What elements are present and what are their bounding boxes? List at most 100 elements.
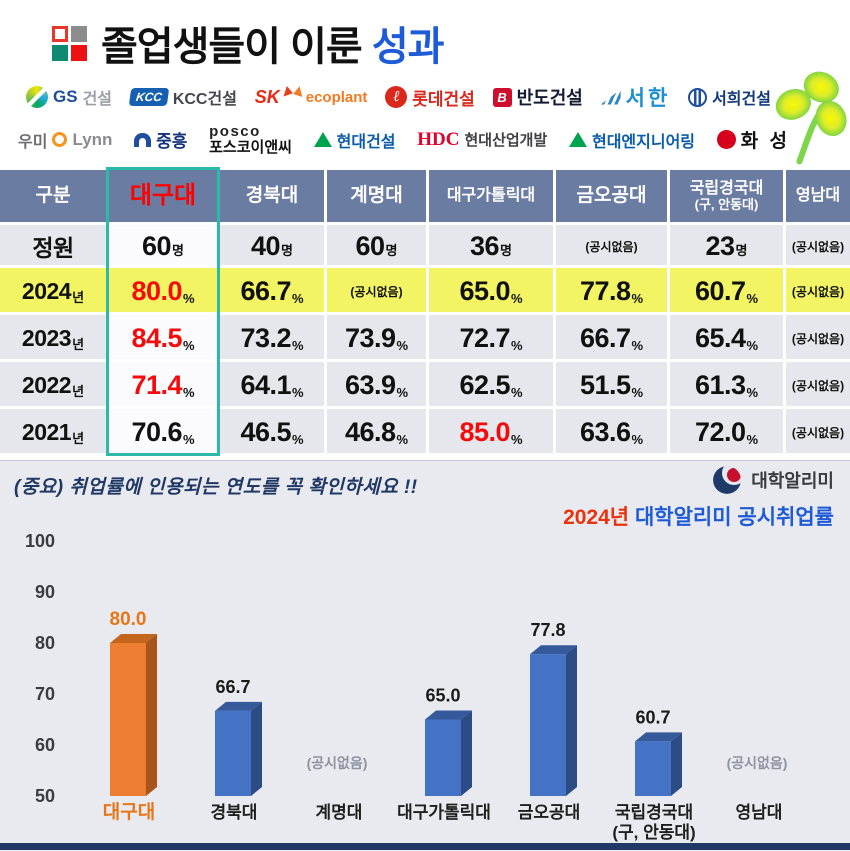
hyundai-triangle-icon [568,132,587,148]
column-header: 영남대 [786,170,850,222]
source-brand: 대학알리미 [711,464,834,496]
bar-side-face [566,645,577,796]
table-cell: 63.9% [327,362,426,406]
table-cell: 77.8% [556,268,667,312]
jungheung-text: 중흥 [156,132,188,152]
hyundai-engineering-logo: 현대엔지니어링 [568,128,696,152]
bar-side-face [671,732,682,796]
jungheung-logo: 중흥 [134,127,187,152]
bar-top-face [215,701,262,711]
table-cell: 60 명 [327,225,426,265]
table-cell: 84.5% [109,315,217,359]
row-label: 정원 [0,225,106,265]
gs-construction-text: 건설 [82,91,113,108]
bar-side-face [461,710,472,796]
y-tick-label: 90 [35,582,55,602]
logo-square-red [71,44,87,61]
bar-top-face [425,710,472,720]
caption-rest: 대학알리미 공시취업률 [629,506,834,529]
table-cell: (공시없음) [786,268,850,312]
posco-enc-logo: posco 포스코이앤씨 [209,124,292,156]
title-logo [52,25,87,61]
column-header: 대구대 [109,170,217,222]
gs-construction-text: GS [53,87,78,106]
sk-butterfly-icon [285,85,301,99]
page-header: 졸업생들이 이룬 성과 [52,14,445,72]
hyundai-triangle-icon [313,132,332,148]
bar-side-face [251,701,262,796]
y-tick-label: 60 [35,735,55,755]
table-cell: 60.7% [670,268,783,312]
x-axis-label: 경북대 [211,803,258,822]
footer-bar [0,843,850,850]
woomi-lynn-text: 우미 [18,133,48,151]
seohee-construction-text: 서희건설 [712,91,771,108]
lynn-ring-icon [52,132,68,148]
page-title-highlight: 성과 [371,25,445,69]
lotte-construction-text: 롯데건설 [412,89,475,109]
kcc-construction-text: KCC건설 [172,91,237,108]
no-data-label: (공시없음) [307,755,368,771]
seohee-construction-logo: 서희건설 [688,85,771,109]
table-cell: 85.0% [429,409,553,453]
x-axis-label: 계명대 [316,803,363,822]
bando-construction-text: 반도건설 [516,88,583,108]
seohan-text: 서한 [625,87,671,110]
table-cell: 73.9% [327,315,426,359]
bar-side-face [146,634,157,796]
logo-square-outline [52,25,68,42]
table-cell: 46.5% [220,409,324,453]
bar [530,654,566,796]
logo-square-gray [71,25,87,42]
sk-ecoplant-text: SK [254,86,280,107]
x-axis-label: 대구가톨릭대 [397,803,491,822]
table-cell: 46.8% [327,409,426,453]
column-header: 경북대 [220,170,324,222]
woomi-lynn-logo: 우미 Lynn [18,128,112,152]
table-cell: 23 명 [670,225,783,265]
caption-year: 2024년 [563,506,630,529]
table-cell: 51.5% [556,362,667,406]
bando-construction-logo: B 반도건설 [492,84,583,110]
table-cell: (공시없음) [786,225,850,265]
important-note: (중요) 취업률에 인용되는 연도를 꼭 확인하세요 !! [14,477,418,498]
hdc-logo: HDC 현대산업개발 [417,129,547,151]
sk-ecoplant-text: ecoplant [305,88,368,106]
employment-chart: 100 90 80 70 60 50 80.0 대구대 66.7 경북대 (공시없음) 계명대 65.0… [25,531,787,842]
bar [425,719,461,796]
lotte-construction-text: ℓ [385,86,408,108]
y-tick-label: 80 [35,633,55,653]
bar-value-label: 60.7 [635,707,670,727]
bar [110,643,146,796]
hwasung-logo: 화 성 [716,126,790,153]
table-cell: (공시없음) [786,409,850,453]
bar-value-label: 65.0 [425,686,460,706]
table-cell: 72.7% [429,315,553,359]
kcc-construction-logo: KCC KCC건설 [128,85,237,109]
gs-construction-logo: GS 건설 [26,85,112,109]
kcc-construction-text: KCC [128,88,170,106]
woomi-lynn-text: Lynn [72,129,113,149]
y-tick-label: 50 [35,786,55,806]
x-axis-label: 금오공대 [518,803,581,822]
page-title-text: 졸업생들이 이룬 [101,25,372,69]
x-axis-label: 영남대 [736,803,783,822]
column-header: 금오공대 [556,170,667,222]
bar-top-face [635,732,682,742]
table-cell: 61.3% [670,362,783,406]
partners-row-2: 우미 Lynn 중흥 posco 포스코이앤씨 현대건설 HDC 현대산업개발 현대엔지니어링 화… [0,124,850,156]
row-label: 2023 년 [0,315,106,359]
results-table: 구분 대구대 경북대 계명대 대구가톨릭대 금오공대 국립경국대 (구, 안동대) 영남대 정원 6… [0,170,850,453]
hyundai-engineering-text: 현대엔지니어링 [591,133,696,151]
partners-row-1: GS 건설 KCC KCC건설 SK ecoplant ℓ 롯데건설 B 반도건설 서한 서희건설 [0,82,779,112]
column-header: 계명대 [327,170,426,222]
hyundai-construction-logo: 현대건설 [313,128,396,152]
chart-caption: 2024년 대학알리미 공시취업률 [563,501,834,531]
seohee-globe-icon [688,87,708,107]
table-cell: 63.6% [556,409,667,453]
bar [635,741,671,796]
table-cell: 66.7% [556,315,667,359]
hwasung-text: 화 성 [740,131,790,153]
lotte-construction-logo: ℓ 롯데건설 [385,85,475,110]
hdc-text: HDC [417,128,460,150]
